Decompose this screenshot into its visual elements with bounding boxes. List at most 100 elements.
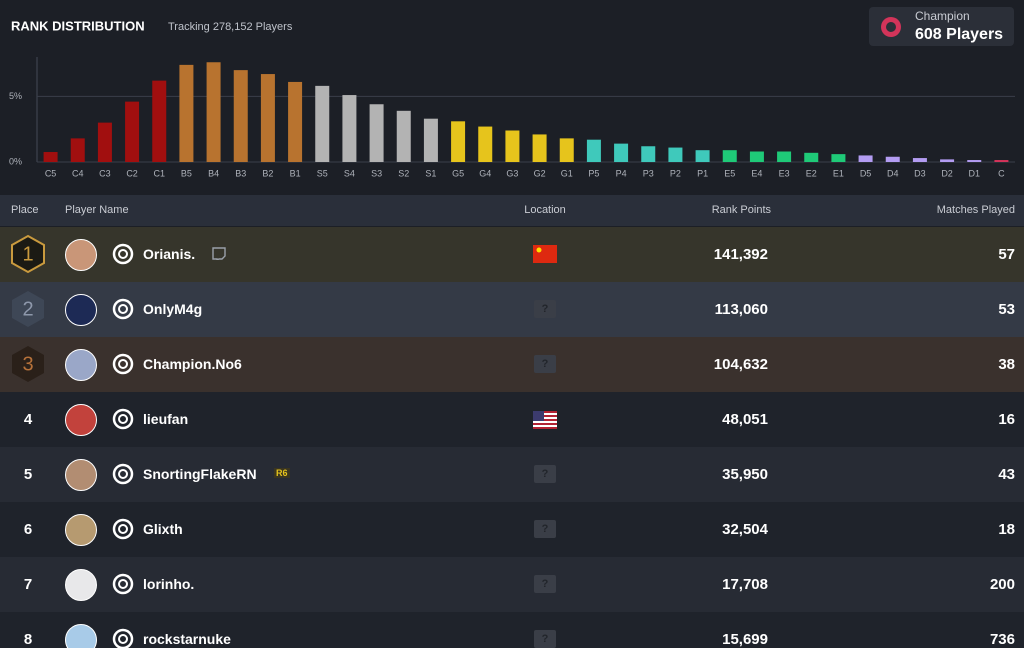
bar: [233, 70, 248, 162]
avatar: [65, 459, 97, 491]
avatar: [65, 294, 97, 326]
rank-distribution: RANK DISTRIBUTION Tracking 278,152 Playe…: [9, 7, 1015, 178]
ubisoft-ring: [112, 298, 134, 320]
place: 1: [22, 243, 33, 265]
x-tick-label: B4: [208, 168, 219, 178]
ubisoft-icon: [112, 573, 134, 595]
x-tick-label: B5: [181, 168, 192, 178]
ubisoft-core: [118, 579, 128, 589]
x-tick-label: C: [998, 168, 1005, 178]
matches-played: 53: [998, 301, 1015, 318]
x-tick-label: G5: [452, 168, 464, 178]
bar: [179, 64, 194, 162]
player-name[interactable]: lieufan: [143, 411, 189, 427]
champion-icon-inner: [886, 22, 896, 32]
location-unknown: ?: [534, 520, 556, 538]
col-header: Place: [11, 204, 39, 216]
x-tick-label: C2: [126, 168, 138, 178]
x-tick-label: D4: [887, 168, 899, 178]
rank-points: 104,632: [713, 356, 768, 373]
ubisoft-ring: [112, 408, 134, 430]
x-tick-label: G3: [506, 168, 518, 178]
ubisoft-core: [118, 524, 128, 534]
x-tick-label: S5: [317, 168, 328, 178]
avatar: [65, 404, 97, 436]
y-tick-label: 0%: [9, 156, 22, 166]
place: 2: [22, 298, 33, 320]
place: 5: [23, 466, 33, 483]
x-tick-label: E2: [806, 168, 817, 178]
bar: [586, 139, 601, 162]
rank-points: 32,504: [722, 521, 768, 538]
col-header: Matches Played: [936, 204, 1015, 216]
matches-played: 18: [998, 521, 1015, 538]
bar: [396, 110, 411, 162]
ubisoft-ring: [112, 628, 134, 648]
avatar: [65, 239, 97, 271]
x-tick-label: C4: [72, 168, 84, 178]
rank-points: 141,392: [713, 246, 768, 263]
player-name[interactable]: rockstarnuke: [143, 631, 231, 647]
ubisoft-ring: [112, 463, 134, 485]
player-name[interactable]: Glixth: [143, 521, 183, 537]
ubisoft-icon: [112, 463, 134, 485]
bar: [478, 126, 493, 162]
bar: [777, 151, 792, 162]
x-tick-label: C3: [99, 168, 111, 178]
x-tick-label: P5: [588, 168, 599, 178]
table-row: 1 Orianis. 141,392 57: [0, 227, 1024, 282]
ubisoft-ring: [112, 573, 134, 595]
col-header: Rank Points: [711, 204, 771, 216]
x-tick-label: S2: [398, 168, 409, 178]
x-tick-label: P1: [697, 168, 708, 178]
ubisoft-icon: [112, 628, 134, 648]
location-unknown: ?: [534, 300, 556, 318]
bar: [668, 147, 683, 162]
player-name[interactable]: OnlyM4g: [143, 301, 203, 317]
ubisoft-icon: [112, 408, 134, 430]
bar: [260, 74, 275, 162]
flag-china: [533, 245, 557, 263]
location-unknown: ?: [534, 465, 556, 483]
x-tick-label: E4: [751, 168, 762, 178]
x-tick-label: S4: [344, 168, 355, 178]
x-tick-label: E5: [724, 168, 735, 178]
table-row: 6 Glixth? 32,504 18: [0, 502, 1024, 557]
table-header: Place Player Name Location Rank Points M…: [0, 195, 1024, 226]
location-unknown: ?: [534, 355, 556, 373]
x-tick-label: P3: [643, 168, 654, 178]
bar: [994, 160, 1009, 162]
bar: [43, 152, 58, 162]
avatar: [65, 624, 97, 648]
x-tick-label: G2: [534, 168, 546, 178]
ubisoft-ring: [112, 353, 134, 375]
matches-played: 43: [998, 466, 1015, 483]
badge-hex: [11, 234, 45, 274]
player-name[interactable]: lorinho.: [143, 576, 195, 592]
table-row: 2 OnlyM4g? 113,060 53: [0, 282, 1024, 337]
bar: [532, 134, 547, 162]
place: 4: [23, 411, 33, 428]
x-tick-label: B1: [290, 168, 301, 178]
place: 3: [22, 353, 33, 375]
flag-usa: [533, 411, 557, 429]
ubisoft-core: [118, 414, 128, 424]
bar: [97, 122, 112, 162]
x-tick-label: G1: [561, 168, 573, 178]
avatar: [65, 514, 97, 546]
bar: [125, 101, 140, 162]
title: RANK DISTRIBUTION: [11, 18, 145, 33]
bar: [70, 138, 85, 162]
ubisoft-core: [118, 359, 128, 369]
badge-rank: Champion: [915, 9, 970, 23]
player-name[interactable]: Champion.No6: [143, 356, 242, 372]
bar: [641, 146, 656, 162]
matches-played: 38: [998, 356, 1015, 373]
y-tick-label: 5%: [9, 91, 22, 101]
bar: [967, 160, 982, 162]
ubisoft-core: [118, 469, 128, 479]
player-name[interactable]: SnortingFlakeRN: [143, 466, 257, 482]
player-name[interactable]: Orianis.: [143, 246, 196, 262]
champion-badge: [869, 7, 1014, 46]
rank-points: 17,708: [722, 576, 768, 593]
